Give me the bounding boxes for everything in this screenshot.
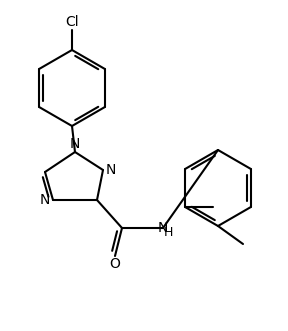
Text: N: N [158, 221, 168, 235]
Text: N: N [106, 163, 116, 177]
Text: N: N [40, 193, 50, 207]
Text: N: N [70, 137, 80, 151]
Text: O: O [109, 257, 120, 271]
Text: Cl: Cl [65, 15, 79, 29]
Text: H: H [163, 226, 173, 240]
